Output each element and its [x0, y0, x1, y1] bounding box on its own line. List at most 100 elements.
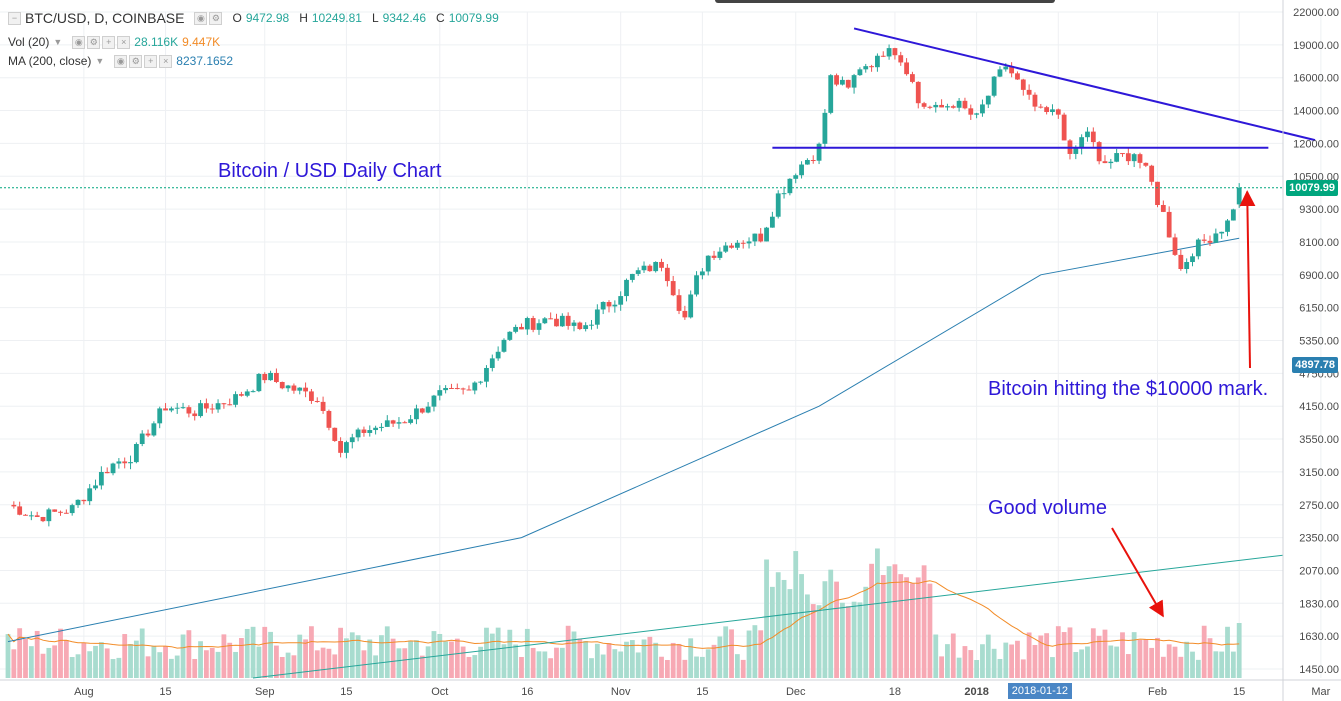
- volume-bar: [635, 652, 641, 678]
- volume-bar: [600, 654, 606, 678]
- ma-title[interactable]: MA (200, close): [8, 54, 92, 68]
- plus-icon[interactable]: +: [102, 35, 116, 49]
- ma-value: 8237.1652: [176, 54, 234, 68]
- candle: [606, 301, 612, 307]
- y-tick-label: 2070.00: [1299, 565, 1339, 577]
- candle: [233, 394, 238, 405]
- candle: [1219, 231, 1225, 234]
- ma-controls[interactable]: ◉ ⚙ + ×: [114, 54, 173, 68]
- candle: [664, 267, 670, 282]
- candle: [624, 279, 629, 297]
- volume-bar: [279, 656, 285, 678]
- volume-bar: [729, 629, 734, 678]
- candle: [729, 245, 734, 248]
- volume-bar: [699, 656, 705, 678]
- candle: [676, 295, 682, 311]
- candle: [40, 516, 46, 522]
- close-icon[interactable]: ×: [117, 35, 131, 49]
- chevron-down-icon[interactable]: ▼: [95, 56, 105, 66]
- candle: [670, 281, 676, 296]
- settings-icon[interactable]: ⚙: [87, 35, 101, 49]
- volume-bar: [110, 659, 116, 678]
- volume-bar: [1085, 646, 1090, 678]
- high-value: 10249.81: [311, 11, 362, 25]
- candle: [1044, 107, 1050, 112]
- volume-bar: [536, 651, 542, 678]
- candle: [256, 373, 262, 392]
- volume-bar: [863, 586, 869, 678]
- candle: [886, 48, 892, 57]
- volume-bar: [606, 643, 612, 678]
- candle: [303, 387, 308, 392]
- volume-controls[interactable]: ◉ ⚙ + ×: [72, 35, 131, 49]
- legend-controls[interactable]: ◉ ⚙: [194, 11, 223, 25]
- eye-icon[interactable]: ◉: [72, 35, 86, 49]
- candle: [1020, 79, 1026, 90]
- chevron-down-icon[interactable]: ▼: [53, 37, 63, 47]
- candle: [711, 255, 717, 258]
- volume-bar: [379, 635, 384, 678]
- volume-bar: [548, 658, 554, 678]
- volume-bar: [478, 646, 484, 678]
- candle: [746, 241, 752, 244]
- volume-bar: [1207, 638, 1213, 678]
- volume-bar: [915, 577, 921, 678]
- volume-bar: [98, 642, 104, 678]
- candle: [647, 265, 653, 272]
- candle: [1032, 94, 1038, 107]
- candle: [309, 391, 314, 401]
- volume-bar: [1120, 632, 1125, 678]
- grid: [0, 11, 1322, 678]
- volume-bar: [274, 645, 279, 678]
- low-value: 9342.46: [382, 11, 427, 25]
- candle: [653, 261, 659, 272]
- candle: [1178, 254, 1184, 270]
- candle: [1102, 161, 1108, 164]
- candle: [723, 245, 729, 252]
- eye-icon[interactable]: ◉: [114, 54, 128, 68]
- candle: [851, 75, 857, 88]
- candle: [472, 382, 478, 391]
- volume-bar: [851, 601, 857, 678]
- volume-bar: [612, 649, 618, 678]
- price-arrow: [1239, 190, 1256, 369]
- volume-bar: [565, 625, 571, 678]
- candle: [379, 426, 384, 428]
- candle: [997, 69, 1003, 77]
- collapse-toggle[interactable]: −: [8, 11, 21, 25]
- close-icon[interactable]: ×: [159, 54, 173, 68]
- ma200-line: [7, 237, 1240, 643]
- candle: [145, 433, 151, 436]
- settings-icon[interactable]: ⚙: [209, 11, 223, 25]
- candle: [209, 408, 215, 410]
- minus-icon[interactable]: −: [8, 11, 21, 25]
- x-tick-label: Feb: [1148, 686, 1167, 698]
- candle: [52, 509, 58, 512]
- candle: [1003, 66, 1009, 70]
- volume-bar: [1230, 651, 1236, 678]
- volume-bar: [688, 638, 694, 678]
- volume-bar: [373, 655, 379, 678]
- volume-bar: [303, 639, 308, 678]
- x-tick-label: 2018: [964, 686, 988, 698]
- settings-icon[interactable]: ⚙: [129, 54, 143, 68]
- candle: [1213, 233, 1219, 243]
- x-tick-label: Aug: [74, 686, 94, 698]
- candle: [950, 106, 956, 108]
- eye-icon[interactable]: ◉: [194, 11, 208, 25]
- volume-bar: [355, 635, 361, 678]
- symbol-title[interactable]: BTC/USD, D, COINBASE: [25, 10, 185, 26]
- volume-bar: [139, 628, 145, 678]
- volume-title[interactable]: Vol (20): [8, 35, 50, 49]
- volume-bar: [1160, 656, 1166, 678]
- candle: [1090, 131, 1096, 143]
- volume-bar: [116, 657, 122, 678]
- volume-bar: [910, 583, 915, 678]
- candle: [128, 462, 133, 464]
- volume-bar: [186, 630, 192, 678]
- plus-icon[interactable]: +: [144, 54, 158, 68]
- volume-bar: [198, 641, 203, 678]
- volume-bar: [659, 656, 664, 678]
- volume-bar: [104, 648, 110, 678]
